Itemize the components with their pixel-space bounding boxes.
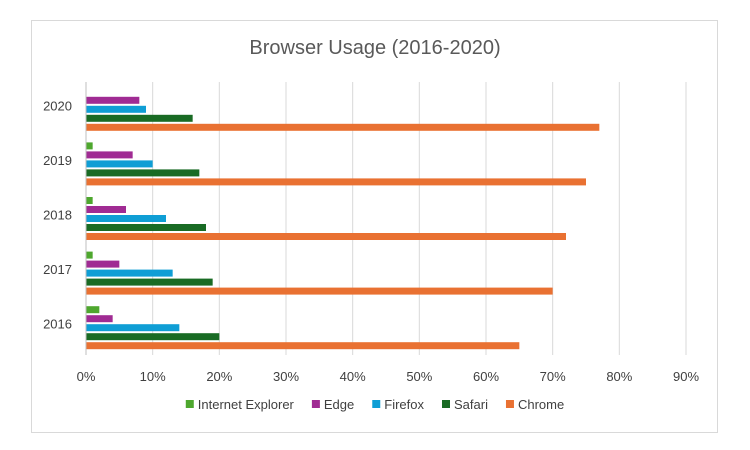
bar-edge-2019 [86, 151, 133, 159]
value-tick-labels: 0% 10% 20% 30% 40% 50% 60% 70% 80% 90% [77, 369, 700, 384]
bar-internet-explorer-2017 [86, 251, 93, 259]
bar-safari-2018 [86, 224, 206, 231]
bar-chrome-2017 [86, 287, 553, 295]
legend-label: Edge [324, 397, 354, 412]
y-tick-label: 2019 [43, 153, 72, 168]
y-tick-label: 2017 [43, 262, 72, 277]
x-tick-label: 80% [606, 369, 632, 384]
legend-swatch-safari [442, 400, 450, 408]
legend: Internet Explorer Edge Firefox Safari Chrome [185, 397, 564, 412]
legend-label: Internet Explorer [198, 397, 295, 412]
x-tick-label: 0% [77, 369, 96, 384]
bar-edge-2016 [86, 315, 113, 323]
y-tick-label: 2016 [43, 317, 72, 332]
bar-safari-2020 [86, 114, 193, 122]
bar-firefox-2016 [86, 324, 180, 332]
y-tick-label: 2018 [43, 208, 72, 223]
bar-safari-2017 [86, 278, 213, 286]
bar-edge-2020 [86, 96, 140, 104]
bar-safari-2019 [86, 169, 200, 177]
x-tick-label: 70% [540, 369, 566, 384]
legend-swatch-chrome [505, 400, 514, 408]
bar-safari-2016 [86, 333, 220, 341]
bar-internet-explorer-2018 [86, 197, 93, 204]
bar-chrome-2016 [86, 342, 520, 350]
x-tick-label: 30% [273, 369, 299, 384]
legend-label: Firefox [384, 397, 424, 412]
x-tick-label: 40% [340, 369, 366, 384]
x-tick-label: 20% [206, 369, 232, 384]
bar-edge-2017 [86, 260, 120, 268]
bar-edge-2018 [86, 206, 126, 213]
legend-swatch-edge [311, 400, 320, 408]
bar-firefox-2017 [86, 269, 173, 277]
x-tick-label: 60% [473, 369, 499, 384]
category-tick-labels: 2016 2017 2018 2019 2020 [43, 98, 72, 331]
bar-internet-explorer-2016 [86, 306, 100, 314]
bar-chrome-2020 [86, 123, 600, 131]
chart-title: Browser Usage (2016-2020) [249, 37, 500, 59]
legend-label: Safari [454, 397, 488, 412]
legend-swatch-firefox [372, 400, 381, 408]
legend-swatch-internet-explorer [185, 400, 194, 408]
bar-chrome-2019 [86, 178, 586, 186]
bar-internet-explorer-2019 [86, 142, 93, 150]
bar-firefox-2020 [86, 105, 146, 113]
bars [86, 96, 600, 350]
x-tick-label: 90% [673, 369, 699, 384]
bar-chrome-2018 [86, 233, 566, 240]
gridlines [152, 82, 687, 355]
y-tick-label: 2020 [43, 98, 72, 113]
x-tick-label: 10% [140, 369, 166, 384]
bar-firefox-2019 [86, 160, 153, 168]
legend-label: Chrome [518, 397, 564, 412]
bar-firefox-2018 [86, 215, 166, 222]
x-tick-label: 50% [406, 369, 432, 384]
